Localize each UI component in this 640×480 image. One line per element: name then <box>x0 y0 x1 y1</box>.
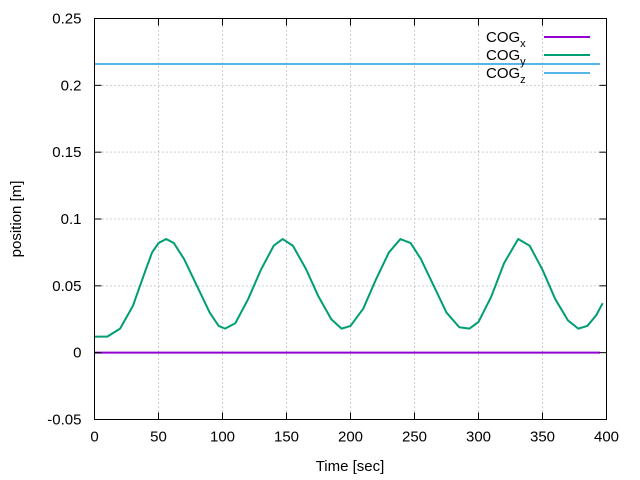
y-tick-label: 0.15 <box>52 144 81 161</box>
series-lines <box>94 62 604 354</box>
x-tick-labels: 0 50 100 150 200 250 300 350 400 <box>90 429 619 446</box>
y-tick-labels: -0.05 0 0.05 0.1 0.15 0.2 0.25 <box>47 11 81 429</box>
grid <box>94 18 607 420</box>
x-tick-label: 250 <box>402 429 427 446</box>
legend-label-z: COGz <box>486 65 526 86</box>
series-line-y <box>94 238 604 338</box>
legend-subscript: y <box>520 56 526 68</box>
axis-ticks <box>94 18 607 420</box>
x-tick-label: 100 <box>210 429 235 446</box>
legend-label-x: COGx <box>486 29 526 50</box>
y-tick-label: 0.1 <box>61 211 82 228</box>
x-tick-label: 50 <box>150 429 167 446</box>
x-tick-label: 300 <box>466 429 491 446</box>
y-tick-label: -0.05 <box>47 412 81 429</box>
y-tick-label: 0.2 <box>61 77 82 94</box>
legend-subscript: z <box>520 74 526 86</box>
x-axis-label: Time [sec] <box>316 458 385 475</box>
x-tick-label: 0 <box>90 429 98 446</box>
x-tick-label: 150 <box>274 429 299 446</box>
y-tick-label: 0.25 <box>52 11 81 28</box>
legend-subscript: x <box>520 38 526 50</box>
x-tick-label: 350 <box>530 429 555 446</box>
y-axis-label: position [m] <box>8 181 25 258</box>
y-tick-label: 0.05 <box>52 278 81 295</box>
x-tick-label: 200 <box>338 429 363 446</box>
x-tick-label: 400 <box>594 429 619 446</box>
y-tick-label: 0 <box>73 345 81 362</box>
legend-label-y: COGy <box>486 47 526 68</box>
